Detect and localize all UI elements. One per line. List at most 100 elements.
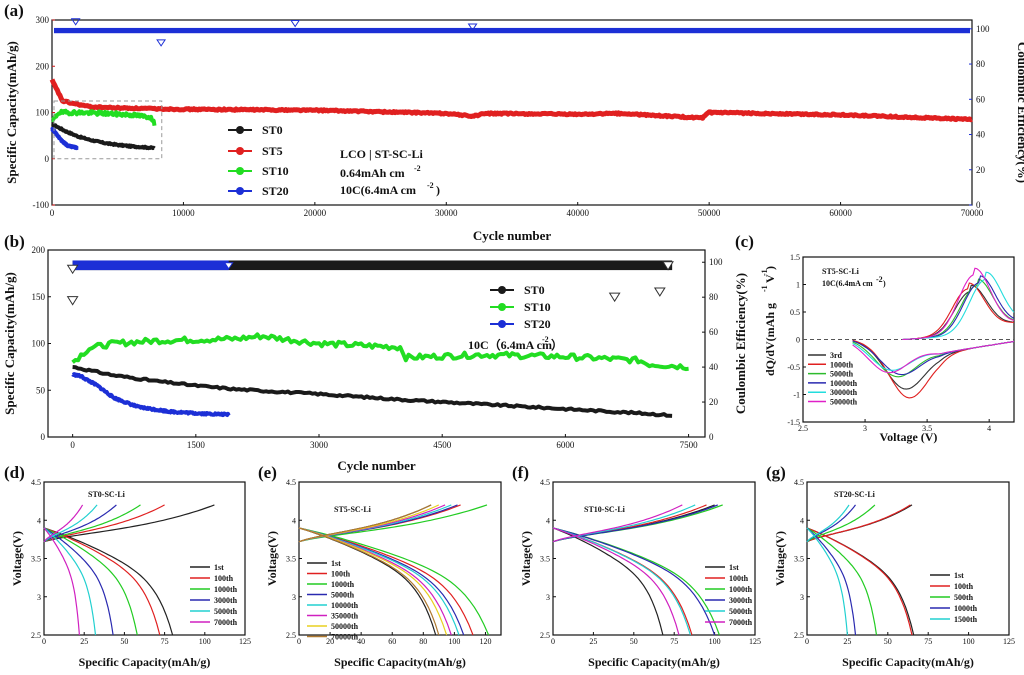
legend-marker: [236, 187, 244, 195]
legend-label: 5000th: [729, 607, 753, 616]
y-tick-label: 3.5: [794, 555, 804, 564]
discharge-curve-7000th: [552, 527, 680, 636]
legend-label: 5000th: [331, 591, 355, 600]
x-tick-label: 0: [42, 637, 46, 646]
series-charge-50000th: [902, 267, 1015, 341]
legend-marker: [498, 320, 506, 328]
x-tick-label: 125: [749, 637, 761, 646]
y-axis-title: V: [763, 274, 777, 283]
annotation: -2: [427, 181, 434, 190]
legend-label: 5000th: [830, 370, 854, 379]
y-tick-label: 1.5: [790, 253, 800, 262]
y-tick-label: 0: [45, 154, 50, 164]
chart-title: ST10-SC-Li: [584, 505, 626, 514]
x-tick-label: 120: [479, 637, 491, 646]
y-tick-label: 4.5: [31, 478, 41, 487]
x-tick-label: 3: [863, 424, 867, 433]
legend-label: 3rd: [830, 351, 843, 360]
legend-label: 1500th: [954, 615, 978, 624]
ce-outlier-marker: [290, 20, 301, 28]
x-tick-label: 125: [239, 637, 251, 646]
charge-curve-100th: [806, 504, 911, 543]
discharge-curve-5000th: [298, 527, 465, 636]
x-axis-title: Cycle number: [473, 228, 552, 243]
series-ST10: [71, 332, 689, 372]
x-tick-label: 0: [805, 637, 809, 646]
discharge-curve-10000th: [298, 527, 460, 636]
x-tick-label: 75: [161, 637, 169, 646]
x-tick-label: 100: [709, 637, 721, 646]
discharge-curve-1st: [298, 527, 437, 636]
legend-label: 5000th: [214, 607, 238, 616]
charge-curve-70000th: [298, 504, 432, 543]
series-charge-5000th: [902, 278, 1015, 341]
x-tick-label: 60000: [829, 208, 852, 218]
y-tick-label: 4: [800, 516, 804, 525]
y2-axis-title: Coulombic Efficiency(%): [1015, 42, 1024, 183]
y-tick-label: 3: [37, 593, 41, 602]
chart-title: ST5-SC-Li: [822, 267, 860, 276]
legend-label: 1st: [729, 563, 739, 572]
y-axis-title: Voltage(V): [265, 531, 279, 586]
y-axis-title-sup: -1: [760, 285, 769, 292]
y-axis-title: Voltage(V): [519, 531, 533, 586]
legend-label: 35000th: [331, 612, 359, 621]
legend-label: 100th: [729, 574, 749, 583]
legend-label: 100th: [331, 570, 351, 579]
x-tick-label: 50: [884, 637, 892, 646]
legend-label: 70000th: [331, 633, 359, 642]
chart-subtitle: 10C(6.4mA cm: [822, 279, 873, 288]
y2-tick-label: 20: [976, 165, 986, 175]
y-tick-label: 0: [41, 432, 46, 442]
annotation: ): [436, 183, 440, 197]
discharge-curve-100th: [806, 527, 913, 636]
ce-outlier-marker: [66, 296, 79, 306]
series-ST20: [50, 127, 79, 151]
annotation: ）: [551, 337, 563, 352]
charge-curve-3000th: [43, 504, 117, 543]
y2-tick-label: 100: [976, 24, 990, 34]
y2-tick-label: 60: [976, 94, 986, 104]
y-tick-label: 2.5: [794, 631, 804, 640]
chart-subtitle: ): [883, 279, 886, 288]
panel-label: (g): [766, 463, 786, 482]
y-tick-label: 4.5: [540, 478, 550, 487]
y2-axis-title: Coulombic Efficiency(%): [733, 273, 748, 414]
x-tick-label: 6000: [556, 440, 575, 450]
annotation: 10C（6.4mA cm: [468, 337, 552, 352]
y-tick-label: 4.5: [286, 478, 296, 487]
x-axis-title: Voltage (V): [880, 430, 938, 444]
series-ST20: [71, 372, 231, 418]
chart-title: ST0-SC-Li: [88, 490, 126, 499]
legend-label: 1000th: [729, 585, 753, 594]
x-tick-label: 100: [448, 637, 460, 646]
y-tick-label: 3.5: [31, 555, 41, 564]
discharge-curve-1000th: [552, 527, 720, 636]
x-tick-label: 4500: [433, 440, 452, 450]
legend-label: 1000th: [214, 585, 238, 594]
y-tick-label: 2.5: [286, 631, 296, 640]
panel-g: 0 25 50 75 100 125 2.5 3 3.5 4 4.5 Specific Capacit…: [773, 478, 1015, 669]
legend-label: 7000th: [214, 618, 238, 627]
y-tick-label: 3: [800, 593, 804, 602]
ce-outlier-marker: [223, 262, 234, 270]
legend-label: ST20: [262, 184, 289, 198]
discharge-curve-70000th: [298, 527, 440, 636]
legend-label: 100th: [954, 582, 974, 591]
legend-marker: [236, 147, 244, 155]
x-tick-label: 1500: [187, 440, 206, 450]
y-tick-label: 100: [32, 339, 46, 349]
panel-label: (e): [258, 463, 277, 482]
x-tick-label: 2.5: [798, 424, 808, 433]
discharge-curve-3000th: [43, 527, 114, 636]
x-tick-label: 20: [326, 637, 334, 646]
legend-label: 30000th: [830, 388, 858, 397]
series-charge-30000th: [902, 271, 1015, 341]
y2-tick-label: 60: [709, 327, 719, 337]
plot-frame: [298, 481, 502, 636]
x-tick-label: 30000: [435, 208, 458, 218]
series-ST10: [50, 108, 157, 127]
panel-label: (a): [4, 1, 24, 20]
discharge-curve-50000th: [298, 527, 448, 636]
panel-d: 0 25 50 75 100 125 2.5 3 3.5 4 4.5 Specific Capacit…: [10, 478, 251, 669]
